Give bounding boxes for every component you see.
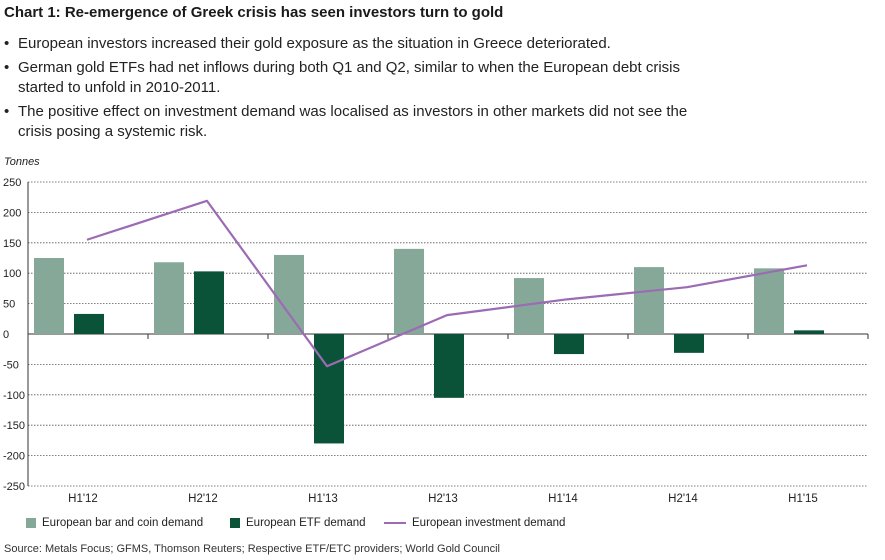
legend-label: European bar and coin demand [42,517,204,529]
x-tick-label: H1'13 [308,493,338,505]
bar-coin-demand [154,262,184,334]
y-tick-label: 50 [3,299,15,311]
legend-swatch-etf [230,518,240,528]
y-tick-label: -100 [3,390,25,402]
legend-item-bar-coin: European bar and coin demand [26,517,203,529]
source-note: Source: Metals Focus; GFMS, Thomson Reut… [4,543,500,555]
legend-item-investment: European investment demand [384,517,565,529]
bar-etf-demand [314,334,344,444]
chart-area: 250 200 150 100 50 0 -50 -100 -150 -200 -250 H1'12 H… [3,177,869,505]
bar-etf-demand [794,330,824,334]
legend-swatch-investment [384,522,406,524]
bullet-list: European investors increased their gold … [4,34,694,146]
bar-coin-demand [394,248,424,334]
legend-label: European ETF demand [246,517,366,529]
x-tick-label: H2'12 [188,493,218,505]
x-tick-label: H2'13 [428,493,458,505]
legend-item-etf: European ETF demand [230,517,366,529]
bar-coin-demand [634,267,664,334]
bar-coin-demand [274,254,304,334]
y-tick-label: 250 [3,177,21,189]
bullet-item: German gold ETFs had net inflows during … [4,58,694,98]
bar-coin-demand [754,268,784,334]
bar-etf-demand [434,334,464,398]
bar-etf-demand [674,334,704,353]
x-tick-label: H1'15 [788,493,818,505]
y-tick-label: 100 [3,268,21,280]
bar-etf-demand [74,313,104,334]
legend-swatch-bar-coin [26,518,36,528]
y-tick-label: 200 [3,207,21,219]
y-tick-label: 0 [3,329,9,341]
x-tick-label: H2'14 [668,493,698,505]
x-tick-label: H1'14 [548,493,578,505]
bullet-item: The positive effect on investment demand… [4,102,694,142]
y-tick-label: -200 [3,451,25,463]
y-tick-label: 150 [3,238,21,250]
legend-label: European investment demand [412,517,566,529]
bullet-item: European investors increased their gold … [4,34,694,54]
bar-etf-demand [194,271,224,334]
y-tick-label: -250 [3,481,25,493]
y-tick-label: -150 [3,420,25,432]
bar-coin-demand [34,258,64,334]
y-tick-label: -50 [3,359,19,371]
x-tick-label: H1'12 [68,493,98,505]
chart-title: Chart 1: Re-emergence of Greek crisis ha… [4,4,504,21]
y-axis-unit-label: Tonnes [4,156,40,168]
bar-etf-demand [554,334,584,355]
